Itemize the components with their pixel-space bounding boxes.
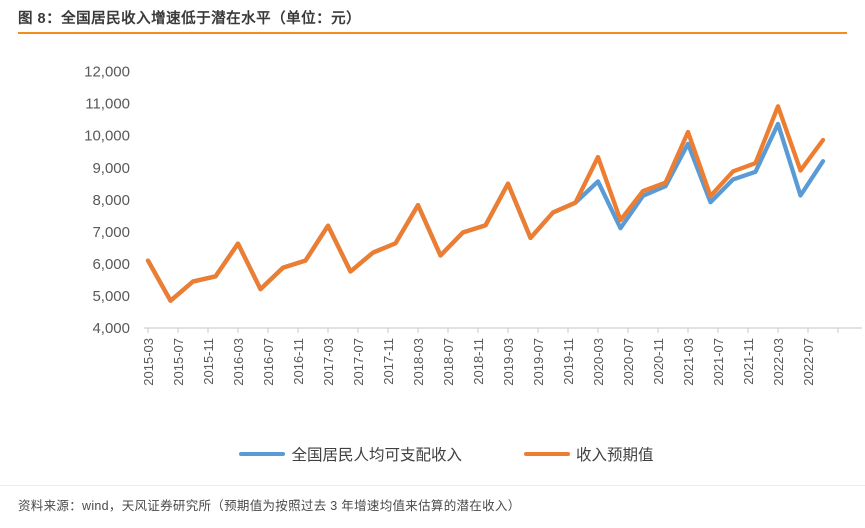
y-axis-label: 8,000 [92, 192, 130, 209]
x-axis-label: 2020-03 [591, 338, 606, 386]
x-axis-label: 2016-03 [231, 338, 246, 386]
legend-label-actual: 全国居民人均可支配收入 [291, 447, 462, 464]
legend-swatch-blue-icon [239, 452, 286, 456]
y-axis-label: 7,000 [92, 224, 130, 241]
y-axis-label: 12,000 [84, 64, 130, 81]
x-axis-label: 2021-07 [711, 338, 726, 386]
legend: 全国居民人均可支配收入 收入预期值 [0, 443, 865, 465]
x-axis-label: 2015-03 [141, 338, 156, 386]
x-axis-label: 2019-07 [531, 338, 546, 386]
source-note: 资料来源：wind，天风证券研究所（预期值为按照过去 3 年增速均值来估算的潜在… [18, 499, 521, 513]
x-axis-label: 2017-03 [321, 338, 336, 386]
x-axis-label: 2020-07 [621, 338, 636, 386]
x-axis-label: 2015-11 [201, 338, 216, 385]
legend-item-actual: 全国居民人均可支配收入 [239, 443, 462, 465]
x-axis-label: 2015-07 [171, 338, 186, 386]
y-axis-label: 9,000 [92, 160, 130, 177]
chart-title: 图 8：全国居民收入增速低于潜在水平（单位：元） [18, 11, 362, 27]
x-axis-label: 2022-03 [771, 338, 786, 386]
y-axis-label: 5,000 [92, 288, 130, 305]
footer-divider [0, 485, 865, 486]
legend-swatch-orange-icon [524, 452, 570, 456]
legend-item-expected: 收入预期值 [524, 443, 654, 465]
title-accent-rule [18, 32, 847, 34]
x-axis-label: 2018-07 [441, 338, 456, 386]
x-axis-label: 2017-07 [351, 338, 366, 386]
x-axis-label: 2022-07 [801, 338, 816, 386]
x-axis-label: 2018-11 [471, 338, 486, 385]
x-axis-label: 2016-11 [291, 338, 306, 385]
x-axis-label: 2019-03 [501, 338, 516, 386]
y-axis-label: 4,000 [92, 320, 130, 337]
series-line-expected [145, 104, 826, 303]
y-axis-label: 10,000 [84, 128, 130, 145]
series-line-actual [145, 121, 826, 303]
x-axis-label: 2021-03 [681, 338, 696, 386]
legend-label-expected: 收入预期值 [576, 447, 654, 464]
x-axis-label: 2016-07 [261, 338, 276, 386]
x-axis-label: 2019-11 [561, 338, 576, 385]
x-axis-label: 2020-11 [651, 338, 666, 385]
y-axis-label: 6,000 [92, 256, 130, 273]
y-axis-label: 11,000 [85, 96, 130, 113]
x-axis-label: 2021-11 [741, 338, 756, 385]
x-axis-label: 2018-03 [411, 338, 426, 386]
x-axis-label: 2017-11 [381, 338, 396, 385]
